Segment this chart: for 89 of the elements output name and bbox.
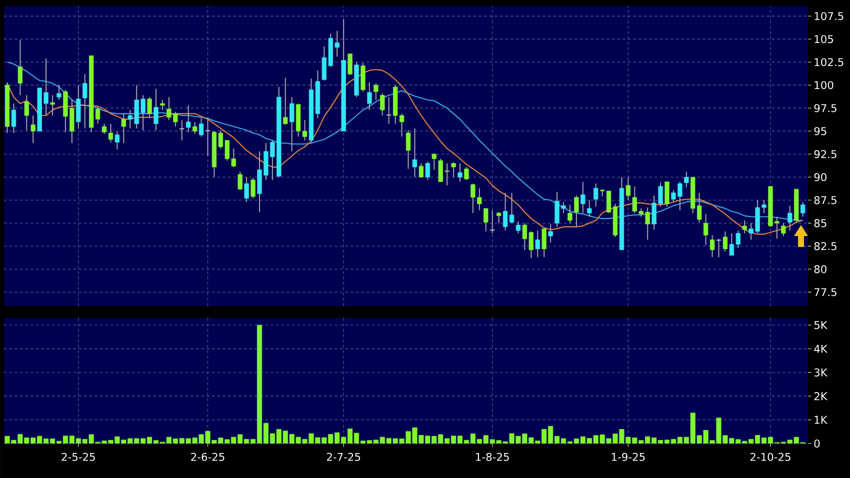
candlestick bbox=[425, 161, 430, 180]
candlestick bbox=[509, 192, 514, 224]
candlestick bbox=[574, 195, 579, 228]
candlestick bbox=[147, 96, 152, 119]
candlestick bbox=[56, 84, 62, 100]
candlestick bbox=[548, 224, 553, 243]
candlestick bbox=[374, 82, 378, 100]
candlestick bbox=[406, 130, 411, 170]
y-tick-label: 4K bbox=[814, 344, 828, 353]
candlestick bbox=[121, 113, 126, 144]
candlestick bbox=[580, 181, 586, 214]
candlestick bbox=[458, 162, 462, 182]
candlestick bbox=[568, 204, 572, 224]
x-tick-label: 2-6-25 bbox=[191, 452, 224, 461]
candlestick bbox=[244, 176, 249, 202]
candlestick bbox=[198, 118, 204, 138]
candlestick bbox=[626, 176, 631, 201]
candlestick bbox=[464, 166, 469, 180]
candlestick bbox=[367, 82, 372, 110]
candlestick bbox=[186, 104, 191, 133]
candlestick bbox=[250, 178, 256, 199]
candlestick bbox=[800, 202, 806, 218]
candlestick bbox=[290, 96, 294, 152]
y-tick-label: 95 bbox=[814, 127, 826, 136]
candlestick bbox=[502, 192, 508, 232]
x-tick-label: 2-7-25 bbox=[326, 452, 360, 461]
candlestick bbox=[18, 40, 23, 96]
y-tick-label: 107.5 bbox=[814, 12, 844, 20]
candlestick bbox=[192, 121, 198, 134]
candlestick bbox=[180, 120, 184, 141]
candlestick bbox=[781, 222, 786, 237]
candlestick bbox=[76, 84, 81, 129]
x-tick-label: 1-9-25 bbox=[612, 452, 645, 461]
y-tick-label: 90 bbox=[814, 173, 826, 182]
y-tick-label: 3K bbox=[814, 368, 828, 376]
candlestick bbox=[703, 213, 708, 246]
candlestick bbox=[82, 74, 88, 129]
candlestick bbox=[283, 77, 288, 126]
candlestick bbox=[664, 181, 670, 208]
candlestick bbox=[542, 228, 546, 258]
candlestick bbox=[490, 210, 495, 234]
candlestick bbox=[594, 183, 598, 208]
y-tick-label: 77.5 bbox=[814, 288, 836, 296]
y-tick-label: 105 bbox=[814, 35, 834, 44]
y-tick-label: 2K bbox=[814, 392, 828, 400]
candlestick bbox=[496, 212, 502, 224]
y-tick-label: 97.5 bbox=[814, 104, 836, 112]
candlestick bbox=[742, 220, 747, 234]
candlestick bbox=[535, 230, 540, 258]
y-tick-label: 85 bbox=[814, 219, 826, 228]
candlestick bbox=[386, 96, 392, 124]
candlestick bbox=[238, 171, 242, 191]
x-tick-label: 1-8-25 bbox=[476, 452, 509, 461]
candlestick bbox=[788, 205, 792, 232]
candlestick bbox=[716, 238, 722, 258]
y-tick-label: 102.5 bbox=[814, 58, 844, 66]
y-tick-label: 87.5 bbox=[814, 196, 836, 204]
candlestick bbox=[24, 94, 29, 131]
candlestick bbox=[418, 162, 424, 178]
y-tick-label: 0 bbox=[814, 439, 820, 448]
candlestick bbox=[154, 88, 158, 131]
candlestick bbox=[412, 128, 418, 178]
candlestick bbox=[451, 162, 456, 178]
candlestick bbox=[360, 62, 366, 92]
candlestick bbox=[432, 152, 436, 170]
y-tick-label: 80 bbox=[814, 265, 826, 274]
candlestick bbox=[484, 208, 488, 232]
x-tick-label: 2-10-25 bbox=[750, 452, 790, 461]
x-tick-label: 2-5-25 bbox=[62, 452, 95, 461]
candlestick bbox=[710, 234, 715, 258]
candlestick bbox=[114, 132, 120, 150]
candlestick bbox=[684, 171, 689, 188]
y-tick-label: 1K bbox=[814, 416, 828, 424]
candlestick bbox=[205, 118, 210, 156]
candlestick bbox=[11, 103, 16, 134]
candlestick bbox=[50, 94, 55, 116]
y-tick-label: 92.5 bbox=[814, 150, 836, 158]
candlestick bbox=[444, 162, 450, 186]
candlestick bbox=[102, 123, 107, 134]
y-tick-label: 100 bbox=[814, 81, 834, 90]
candlestick bbox=[587, 200, 592, 218]
candlestick bbox=[30, 115, 36, 144]
y-tick-label: 82.5 bbox=[814, 242, 836, 250]
candlestick bbox=[160, 99, 165, 110]
candlestick bbox=[108, 123, 114, 143]
candlestick bbox=[516, 220, 521, 234]
y-tick-label: 5K bbox=[814, 321, 828, 330]
candlestick bbox=[348, 53, 352, 76]
candlestick bbox=[380, 92, 385, 116]
